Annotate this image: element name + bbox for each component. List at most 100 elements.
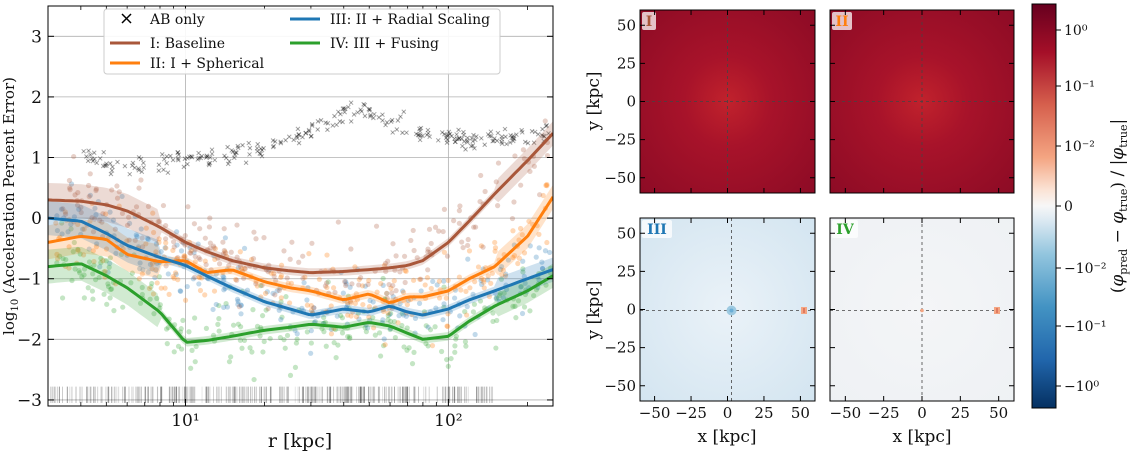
ab-only-marker xyxy=(139,169,145,175)
data-point xyxy=(370,314,376,321)
ab-only-marker xyxy=(504,141,509,147)
data-point xyxy=(345,312,351,318)
ab-only-marker xyxy=(323,120,328,126)
ab-only-marker xyxy=(258,151,264,157)
data-point xyxy=(347,284,353,290)
data-point xyxy=(113,250,119,256)
ab-only-marker xyxy=(532,129,538,135)
data-point xyxy=(266,262,272,268)
ab-only-marker xyxy=(514,132,519,137)
data-point xyxy=(306,251,312,257)
data-point xyxy=(181,253,187,259)
ab-only-marker xyxy=(468,143,474,149)
ab-only-marker xyxy=(188,154,194,159)
data-point xyxy=(76,206,82,212)
data-point xyxy=(387,311,393,318)
data-point xyxy=(540,192,546,199)
data-point xyxy=(267,335,273,342)
data-point xyxy=(388,310,394,317)
ab-only-marker xyxy=(196,150,201,156)
ab-only-marker xyxy=(207,160,213,166)
heatmap-panel-iii: III xyxy=(639,217,816,402)
ab-only-marker xyxy=(223,155,229,161)
data-point xyxy=(404,325,410,331)
data-point xyxy=(281,248,287,254)
data-point xyxy=(342,279,348,285)
data-point xyxy=(498,276,505,282)
heatmap-x-tick-label: −25 xyxy=(675,404,707,422)
data-point xyxy=(494,317,500,324)
ab-only-marker xyxy=(499,134,505,139)
data-point xyxy=(544,239,550,246)
data-point xyxy=(380,343,387,349)
data-point xyxy=(348,300,354,306)
data-point xyxy=(333,355,339,361)
ab-only-marker xyxy=(389,117,395,123)
data-point xyxy=(345,300,351,306)
data-point xyxy=(54,227,61,234)
data-point xyxy=(465,242,471,249)
x-tick-label: 10¹ xyxy=(171,411,199,431)
data-point xyxy=(432,324,438,330)
data-point xyxy=(237,249,243,255)
ab-only-marker xyxy=(366,106,372,112)
heatmap-y-tick-label: 50 xyxy=(617,224,636,242)
ab-only-marker xyxy=(141,160,146,166)
data-point xyxy=(54,213,60,219)
series-line xyxy=(48,132,553,275)
data-point xyxy=(390,294,396,300)
data-point xyxy=(343,282,349,289)
data-point xyxy=(339,330,346,336)
data-point xyxy=(257,333,263,339)
data-point xyxy=(391,278,397,284)
x-axis-label: r [kpc] xyxy=(268,430,332,452)
ab-only-marker xyxy=(325,120,331,126)
data-point xyxy=(302,274,308,280)
data-point xyxy=(147,261,154,267)
x-tick-label: 10² xyxy=(434,411,462,431)
data-point xyxy=(203,262,209,268)
y-axis-label-log-sub: 10 xyxy=(10,299,21,312)
data-point xyxy=(93,212,99,218)
data-point xyxy=(166,291,172,297)
data-point xyxy=(216,302,222,309)
data-point xyxy=(178,288,184,294)
data-point xyxy=(276,307,282,313)
ab-only-marker xyxy=(204,154,210,160)
data-point xyxy=(441,278,447,284)
data-point xyxy=(100,258,106,264)
ab-only-marker xyxy=(127,171,133,177)
data-point xyxy=(98,255,104,261)
data-point xyxy=(416,300,423,307)
ab-only-marker xyxy=(110,164,115,170)
data-point xyxy=(322,283,329,289)
data-point xyxy=(457,313,463,319)
data-point xyxy=(425,249,431,255)
data-point xyxy=(143,241,149,247)
data-point xyxy=(271,273,277,279)
data-point xyxy=(411,247,417,254)
ab-only-marker xyxy=(90,158,96,164)
data-point xyxy=(260,349,266,355)
data-point xyxy=(253,236,259,242)
data-point xyxy=(293,340,300,346)
data-point xyxy=(376,330,383,336)
ab-only-marker xyxy=(444,140,450,146)
data-point xyxy=(445,277,451,284)
data-point xyxy=(151,311,157,317)
data-point xyxy=(477,198,483,205)
data-point xyxy=(177,288,183,294)
data-point xyxy=(444,356,450,363)
data-point xyxy=(352,264,358,270)
data-point xyxy=(485,277,491,283)
data-point xyxy=(254,323,261,329)
data-point xyxy=(324,252,330,258)
data-point xyxy=(70,249,76,255)
data-point xyxy=(384,290,390,296)
data-point xyxy=(353,314,360,320)
data-point xyxy=(189,347,195,353)
data-point xyxy=(365,325,371,331)
data-point xyxy=(136,185,142,191)
data-point xyxy=(98,260,104,266)
data-point xyxy=(203,325,210,331)
